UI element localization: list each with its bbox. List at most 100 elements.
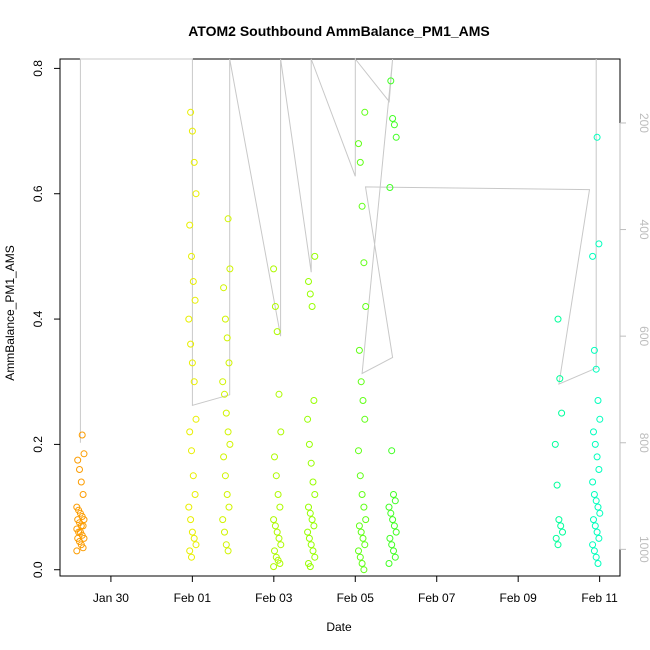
x-tick-label: Feb 07 xyxy=(418,591,456,605)
data-point xyxy=(188,127,196,135)
data-point xyxy=(219,378,227,386)
data-point xyxy=(224,547,232,555)
data-point xyxy=(271,547,278,555)
data-point xyxy=(392,133,400,141)
y-tick-label: 0.0 xyxy=(31,561,45,578)
data-point xyxy=(307,541,315,549)
data-point xyxy=(593,528,601,536)
data-point xyxy=(187,108,195,116)
data-point xyxy=(554,315,562,323)
data-point xyxy=(589,252,597,260)
x-tick-label: Feb 05 xyxy=(337,591,375,605)
data-point xyxy=(271,303,279,310)
data-point xyxy=(357,378,365,386)
y-axis: 0.0 0.2 0.4 0.6 0.8 xyxy=(31,60,61,578)
data-point xyxy=(591,522,599,530)
data-point xyxy=(222,409,230,417)
right-tick-label: 600 xyxy=(637,326,650,346)
data-point xyxy=(594,560,602,567)
data-point xyxy=(220,284,228,292)
x-tick-label: Feb 09 xyxy=(500,591,538,605)
data-point xyxy=(192,415,200,423)
data-point xyxy=(596,509,604,517)
data-point xyxy=(74,456,82,464)
data-point xyxy=(589,541,597,549)
data-point xyxy=(272,553,280,561)
data-point xyxy=(554,541,562,549)
data-point xyxy=(556,375,564,383)
data-point xyxy=(362,516,370,524)
data-point xyxy=(358,560,366,567)
data-point xyxy=(80,450,88,458)
data-point xyxy=(357,528,365,536)
data-point xyxy=(311,491,319,498)
data-point xyxy=(310,397,318,404)
data-point xyxy=(221,390,228,398)
data-points-layer xyxy=(73,77,604,574)
data-point xyxy=(390,121,398,129)
data-point xyxy=(192,541,200,549)
data-point xyxy=(221,315,229,323)
data-point xyxy=(305,534,313,542)
data-point xyxy=(304,415,312,423)
data-point xyxy=(592,497,600,505)
data-point xyxy=(311,252,319,260)
data-point xyxy=(355,140,362,148)
data-point xyxy=(391,497,399,505)
data-point xyxy=(310,522,318,530)
data-point xyxy=(224,215,232,223)
data-point xyxy=(77,478,85,486)
data-point xyxy=(387,77,395,85)
data-point xyxy=(362,303,370,310)
data-point xyxy=(358,491,366,498)
data-point xyxy=(186,221,194,229)
data-point xyxy=(360,259,368,267)
y-axis-label: AmmBalance_PM1_AMS xyxy=(3,245,17,380)
data-point xyxy=(186,428,194,436)
data-point xyxy=(551,440,559,448)
data-point xyxy=(277,541,285,549)
right-tick-label: 200 xyxy=(637,113,650,133)
data-point xyxy=(188,252,195,260)
data-point xyxy=(225,359,233,367)
x-tick-label: Feb 11 xyxy=(581,591,618,605)
trajectory-line-layer xyxy=(79,57,597,443)
data-point xyxy=(553,481,561,489)
data-point xyxy=(185,503,193,511)
data-point xyxy=(596,415,604,423)
data-point xyxy=(355,547,362,555)
data-point xyxy=(275,534,283,542)
data-point xyxy=(356,553,364,561)
data-point xyxy=(225,503,233,511)
data-point xyxy=(557,522,565,530)
data-point xyxy=(79,491,87,498)
data-point xyxy=(270,563,278,571)
data-point xyxy=(592,365,600,373)
data-point xyxy=(76,466,83,473)
data-point xyxy=(223,334,231,342)
data-point xyxy=(221,472,229,480)
data-point xyxy=(359,534,367,542)
data-point xyxy=(590,516,597,524)
data-point xyxy=(359,397,367,404)
data-point xyxy=(595,240,603,248)
trajectory-line xyxy=(79,57,597,443)
data-point xyxy=(224,428,232,436)
data-point xyxy=(276,503,284,511)
data-point xyxy=(188,447,195,455)
data-point xyxy=(590,547,598,555)
data-point xyxy=(592,553,600,561)
data-point xyxy=(361,108,369,116)
data-point xyxy=(388,541,396,549)
data-point xyxy=(389,516,397,524)
data-point xyxy=(356,472,364,480)
y-tick-label: 0.2 xyxy=(31,436,45,453)
data-point xyxy=(360,503,368,511)
data-point xyxy=(358,202,366,210)
data-point xyxy=(386,184,394,191)
data-point xyxy=(306,509,314,517)
y-tick-label: 0.8 xyxy=(31,60,45,77)
data-point xyxy=(305,560,312,567)
x-axis: Jan 30 Feb 01 Feb 03 Feb 05 Feb 07 Feb 09 Feb … xyxy=(93,575,618,605)
